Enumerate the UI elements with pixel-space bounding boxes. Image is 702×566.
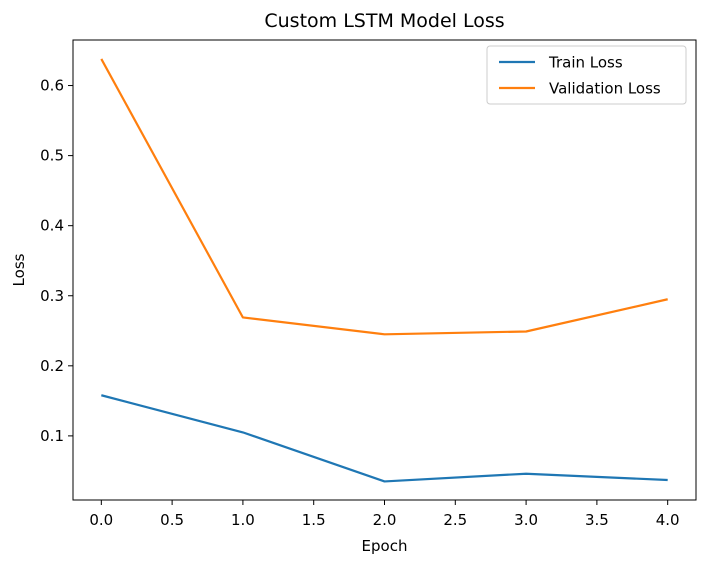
plot-area-frame [72,39,697,501]
series-line-train-loss [101,394,668,483]
x-axis-label: Epoch [362,537,408,555]
x-tick-label: 2.5 [443,511,467,529]
x-tick-label: 3.5 [585,511,609,529]
legend: Train Loss Validation Loss [486,45,687,105]
x-tick-label: 1.0 [231,511,255,529]
x-tick-label: 4.0 [656,511,680,529]
x-tick-label: 2.0 [373,511,397,529]
y-tick-label: 0.3 [40,287,64,305]
y-tick-label: 0.6 [40,77,64,95]
y-tick-label: 0.5 [40,147,64,165]
legend-box [486,45,687,105]
x-tick-label: 1.5 [302,511,326,529]
y-tick-label: 0.1 [40,427,64,445]
x-tick-label: 0.0 [89,511,113,529]
chart-title: Custom LSTM Model Loss [264,10,504,32]
series-layer [100,58,668,483]
x-tick-label: 3.0 [514,511,538,529]
axis-ticks: 0.0 0.5 1.0 1.5 2.0 2.5 3.0 3.5 4.0 0.1 0.2 0.3 0.4 0… [40,77,679,529]
series-line-validation-loss [100,58,668,336]
legend-label-validation-loss: Validation Loss [549,80,661,98]
legend-label-train-loss: Train Loss [548,54,623,72]
x-tick-label: 0.5 [160,511,184,529]
y-tick-label: 0.2 [40,357,64,375]
y-tick-label: 0.4 [40,217,64,235]
y-axis-label: Loss [10,253,28,286]
